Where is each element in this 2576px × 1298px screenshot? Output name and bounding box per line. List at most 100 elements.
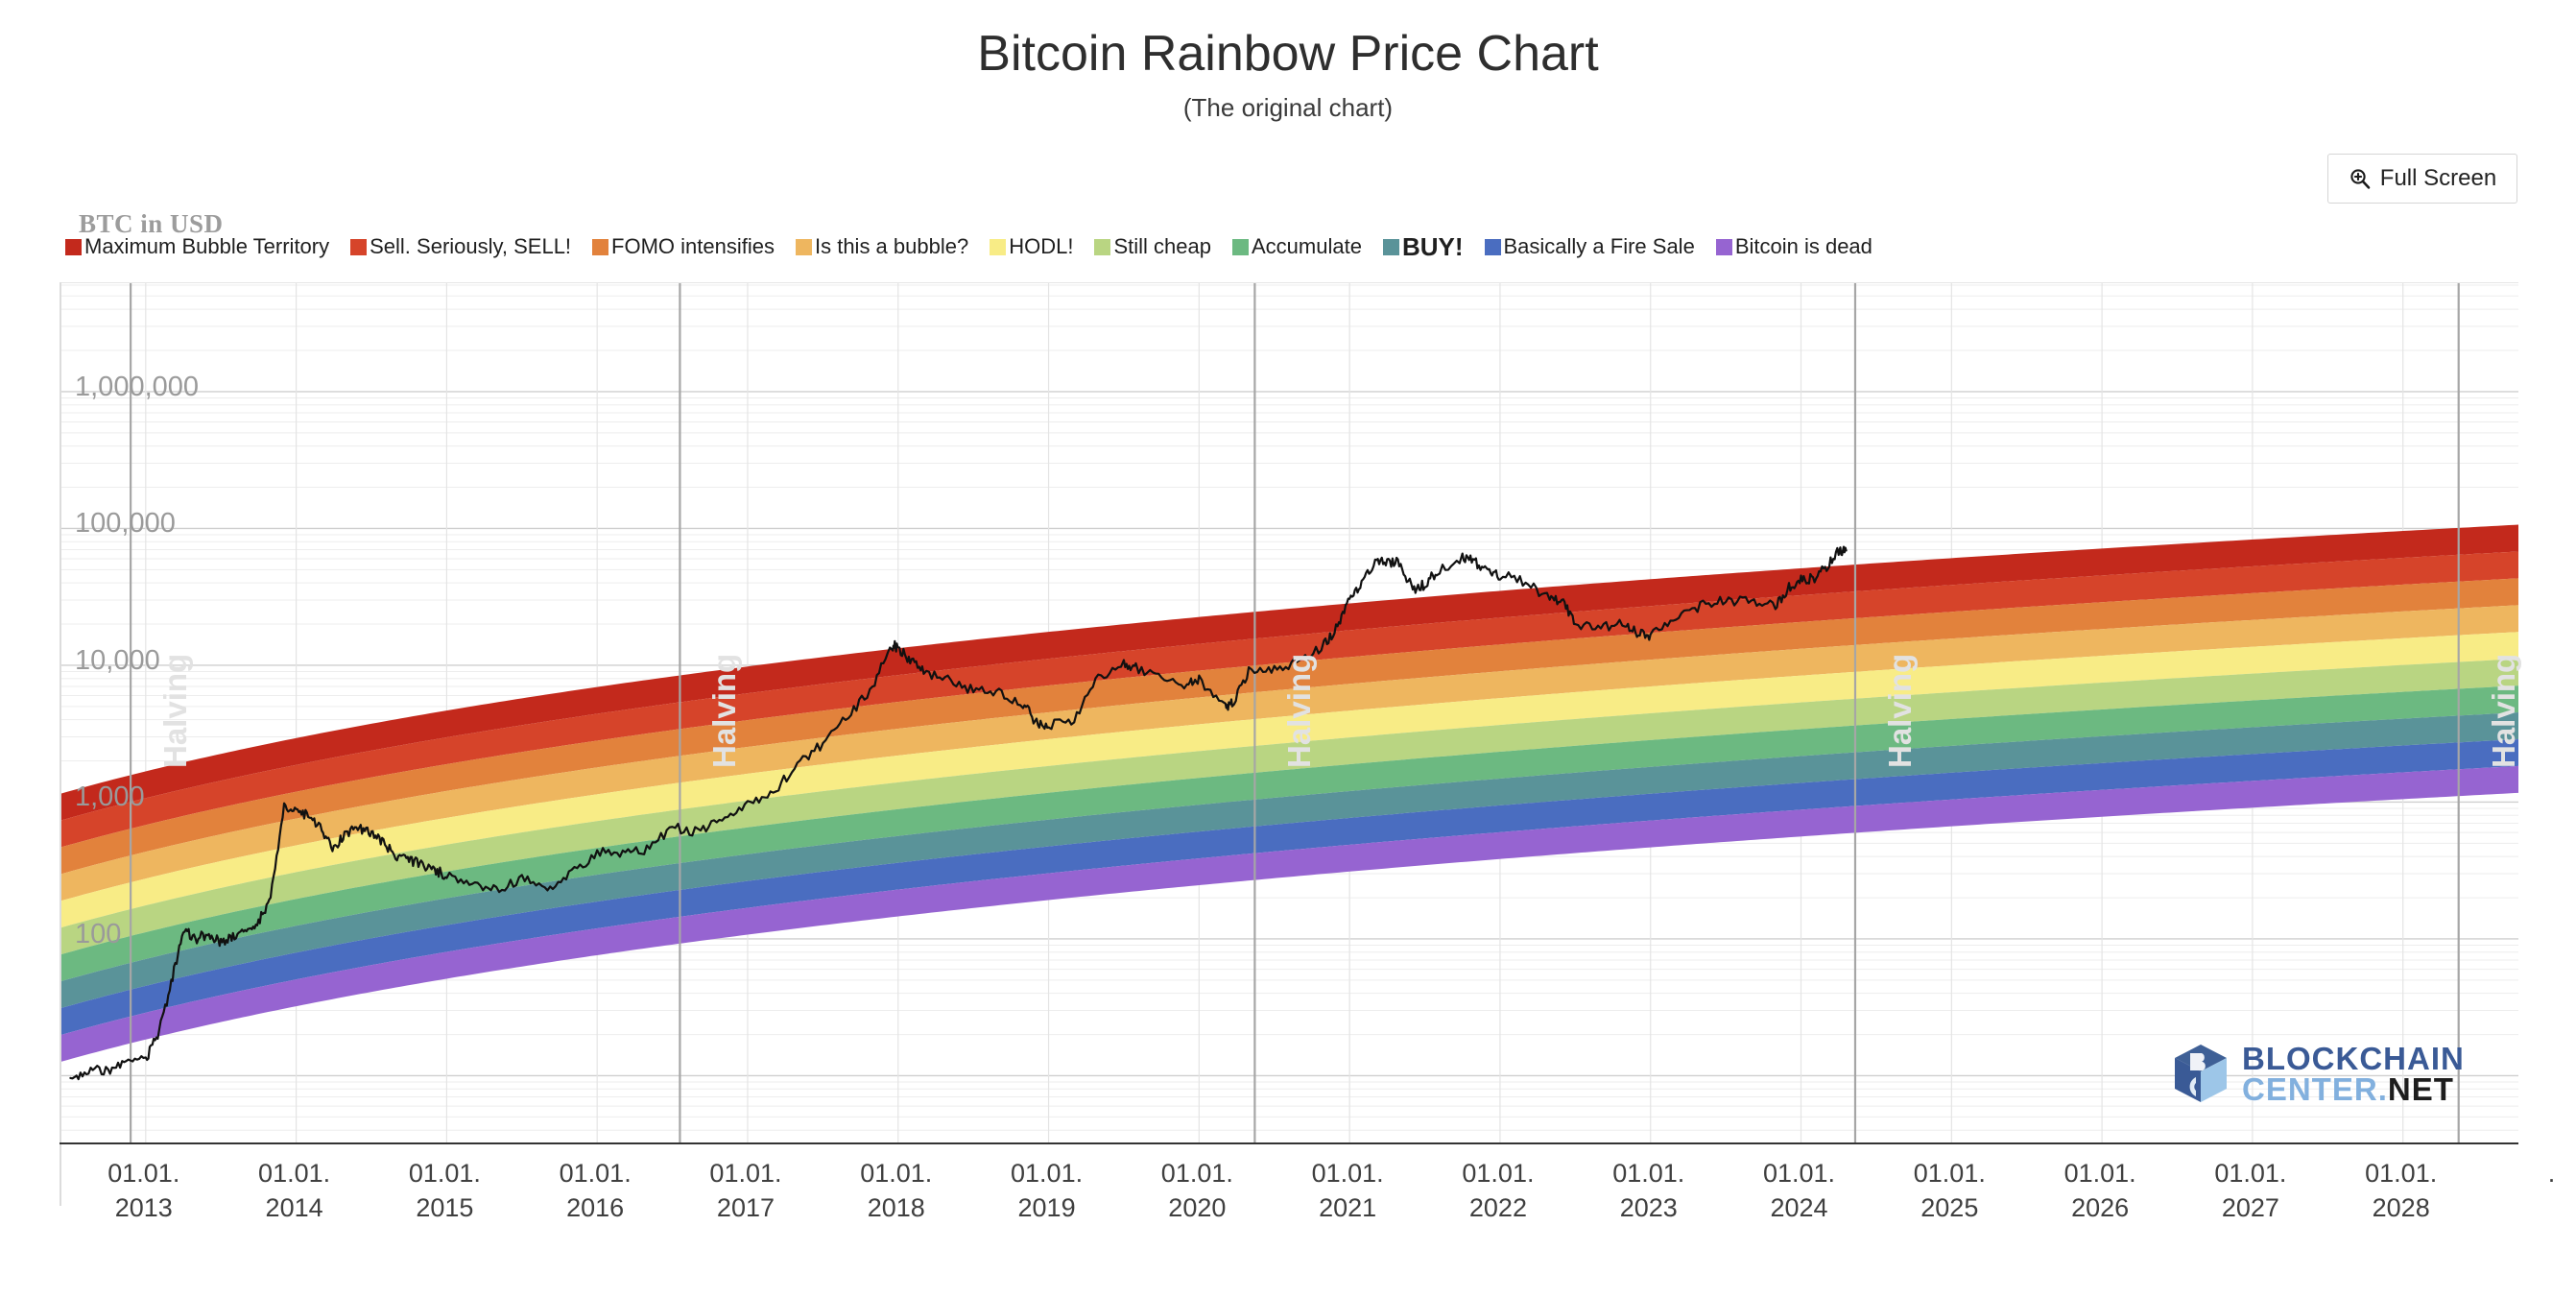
- legend-label-9: Bitcoin is dead: [1734, 234, 1872, 258]
- x-tick-year-11: 2024: [1770, 1192, 1828, 1222]
- x-tick-label-9: 01.01. 2022: [1421, 1157, 1575, 1225]
- page-subtitle: (The original chart): [1182, 92, 1394, 122]
- x-tick-year-14: 2027: [2221, 1192, 2279, 1222]
- x-tick-label-6: 01.01. 2019: [970, 1157, 1124, 1225]
- x-tick-label-5: 01.01. 2018: [820, 1157, 973, 1225]
- logo-line-center-net: CENTER.NET: [2242, 1071, 2465, 1107]
- y-tick-label-3: 100,000: [75, 508, 176, 540]
- x-tick-label-7: 01.01. 2020: [1120, 1157, 1274, 1225]
- legend-item-6[interactable]: Accumulate: [1231, 234, 1362, 258]
- x-tick-year-7: 2020: [1168, 1192, 1227, 1222]
- legend-item-5[interactable]: Still cheap: [1094, 236, 1211, 257]
- x-tick-label-16: .: [2474, 1157, 2576, 1191]
- legend-label-1: Sell. Seriously, SELL!: [370, 234, 572, 258]
- x-tick-label-2: 01.01. 2015: [368, 1157, 521, 1225]
- legend-label-4: HODL!: [1009, 234, 1074, 258]
- legend-swatch-6: [1231, 238, 1249, 255]
- x-tick-year-8: 2021: [1319, 1192, 1377, 1222]
- x-tick-day-11: 01.01.: [1762, 1159, 1836, 1188]
- legend-label-8: Basically a Fire Sale: [1503, 234, 1695, 258]
- x-tick-year-13: 2026: [2071, 1192, 2130, 1222]
- blockchain-center-logo[interactable]: BLOCKCHAIN CENTER.NET: [2171, 1043, 2465, 1106]
- legend-swatch-4: [990, 238, 1007, 255]
- y-tick-label-0: 100: [75, 918, 122, 949]
- x-tick-day-13: 01.01.: [2063, 1159, 2136, 1188]
- chart-legend: Maximum Bubble Territory Sell. Seriously,…: [65, 230, 2522, 263]
- x-tick-label-3: 01.01. 2016: [518, 1157, 672, 1225]
- legend-item-1[interactable]: Sell. Seriously, SELL!: [350, 236, 571, 257]
- x-tick-label-11: 01.01. 2024: [1723, 1157, 1876, 1225]
- x-axis-line: [60, 1142, 2518, 1144]
- halving-label-4: Halving: [2485, 653, 2521, 768]
- x-tick-year-6: 2019: [1017, 1192, 1076, 1222]
- x-tick-year-3: 2016: [566, 1192, 625, 1222]
- legend-item-8[interactable]: Basically a Fire Sale: [1484, 234, 1695, 258]
- logo-net-text: NET: [2387, 1071, 2454, 1107]
- x-tick-day-2: 01.01.: [408, 1159, 481, 1188]
- x-tick-year-12: 2025: [1920, 1192, 1979, 1222]
- legend-label-0: Maximum Bubble Territory: [84, 234, 330, 258]
- x-tick-year-15: 2028: [2372, 1192, 2430, 1222]
- x-tick-day-10: 01.01.: [1612, 1159, 1685, 1188]
- x-tick-day-1: 01.01.: [258, 1159, 331, 1188]
- legend-swatch-0: [65, 238, 82, 255]
- halving-label-3: Halving: [1881, 653, 1918, 768]
- x-tick-label-4: 01.01. 2017: [669, 1157, 823, 1225]
- x-tick-day-7: 01.01.: [1160, 1159, 1233, 1188]
- logo-line-blockchain: BLOCKCHAIN: [2242, 1041, 2465, 1077]
- y-tick-label-1: 1,000: [75, 781, 145, 813]
- x-tick-label-14: 01.01. 2027: [2174, 1157, 2327, 1225]
- legend-label-7: BUY!: [1401, 232, 1464, 261]
- x-tick-day-3: 01.01.: [559, 1159, 632, 1188]
- legend-item-2[interactable]: FOMO intensifies: [592, 236, 775, 257]
- x-tick-label-10: 01.01. 2023: [1572, 1157, 1726, 1225]
- legend-item-0[interactable]: Maximum Bubble Territory: [65, 236, 329, 257]
- legend-swatch-2: [592, 238, 609, 255]
- logo-center-text: CENTER: [2242, 1071, 2378, 1107]
- zoom-in-icon: [2349, 167, 2372, 190]
- x-tick-year-2: 2015: [416, 1192, 474, 1222]
- x-tick-day-14: 01.01.: [2214, 1159, 2287, 1188]
- legend-swatch-7: [1382, 238, 1399, 255]
- legend-label-5: Still cheap: [1113, 234, 1211, 258]
- legend-swatch-8: [1484, 238, 1501, 255]
- x-tick-label-1: 01.01. 2014: [218, 1157, 371, 1225]
- logo-dot: .: [2377, 1071, 2388, 1107]
- legend-label-2: FOMO intensifies: [611, 234, 775, 258]
- legend-swatch-9: [1715, 238, 1732, 255]
- x-tick-year-4: 2017: [716, 1192, 775, 1222]
- x-tick-year-10: 2023: [1619, 1192, 1678, 1222]
- x-tick-day-12: 01.01.: [1913, 1159, 1986, 1188]
- page-title: Bitcoin Rainbow Price Chart: [977, 26, 1599, 82]
- x-tick-year-1: 2014: [265, 1192, 323, 1222]
- halving-label-0: Halving: [157, 653, 194, 768]
- legend-label-3: Is this a bubble?: [814, 234, 969, 258]
- x-tick-day-16: .: [2547, 1159, 2556, 1188]
- halving-lines: [130, 283, 2460, 1142]
- y-tick-label-4: 1,000,000: [75, 371, 200, 402]
- legend-item-9[interactable]: Bitcoin is dead: [1715, 234, 1872, 258]
- legend-item-3[interactable]: Is this a bubble?: [795, 234, 969, 258]
- x-tick-year-9: 2022: [1468, 1192, 1527, 1222]
- legend-item-4[interactable]: HODL!: [990, 236, 1073, 257]
- legend-label-6: Accumulate: [1251, 234, 1362, 258]
- blockchain-cube-icon: [2171, 1043, 2230, 1106]
- x-tick-day-5: 01.01.: [860, 1159, 933, 1188]
- y-tick-label-2: 10,000: [75, 644, 160, 676]
- legend-swatch-1: [350, 238, 368, 255]
- x-tick-label-13: 01.01. 2026: [2023, 1157, 2177, 1225]
- y-axis-title: BTC in USD: [79, 209, 224, 238]
- x-tick-year-0: 2013: [114, 1192, 173, 1222]
- x-tick-label-0: 01.01. 2013: [67, 1157, 221, 1225]
- plot-svg: [61, 283, 2518, 1142]
- x-tick-label-8: 01.01. 2021: [1271, 1157, 1424, 1225]
- legend-swatch-5: [1094, 238, 1111, 255]
- legend-item-7[interactable]: BUY!: [1382, 232, 1464, 261]
- x-tick-year-5: 2018: [867, 1192, 925, 1222]
- plot-area[interactable]: [60, 282, 2518, 1142]
- fullscreen-button[interactable]: Full Screen: [2327, 154, 2517, 204]
- rainbow-bands: [61, 524, 2518, 1062]
- x-tick-day-0: 01.01.: [107, 1159, 180, 1188]
- x-tick-day-15: 01.01.: [2365, 1159, 2438, 1188]
